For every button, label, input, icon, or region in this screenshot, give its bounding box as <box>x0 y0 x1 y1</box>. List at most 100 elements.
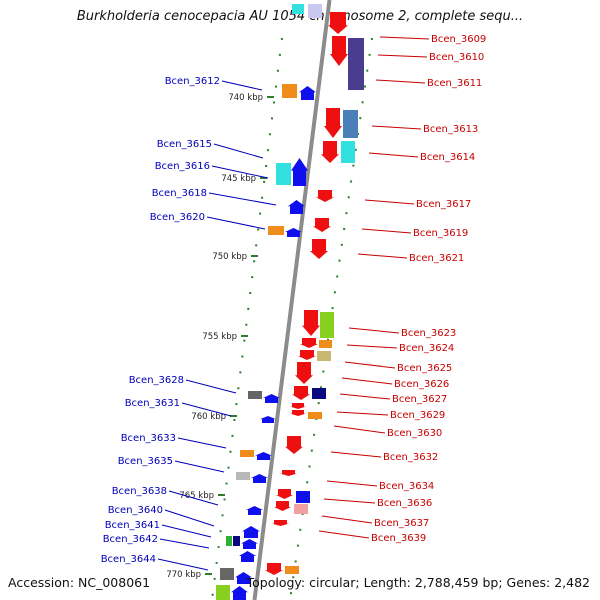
gene-arrow-reverse[interactable] <box>290 410 306 416</box>
leader-line <box>333 425 386 434</box>
gene-label-Bcen_3629[interactable]: Bcen_3629 <box>390 410 445 421</box>
gene-arrow-forward[interactable] <box>260 416 276 423</box>
gene-label-Bcen_3618[interactable]: Bcen_3618 <box>152 188 207 199</box>
gene-block[interactable] <box>220 568 234 580</box>
gene-label-Bcen_3639[interactable]: Bcen_3639 <box>371 533 426 544</box>
gene-block[interactable] <box>282 84 297 98</box>
gene-block[interactable] <box>276 163 291 185</box>
leader-line <box>330 451 382 458</box>
gene-label-Bcen_3636[interactable]: Bcen_3636 <box>377 498 432 509</box>
gene-label-Bcen_3640[interactable]: Bcen_3640 <box>108 505 163 516</box>
gene-arrow-reverse[interactable] <box>295 362 313 384</box>
gene-label-Bcen_3619[interactable]: Bcen_3619 <box>413 228 468 239</box>
gene-label-Bcen_3627[interactable]: Bcen_3627 <box>392 394 447 405</box>
gene-label-Bcen_3613[interactable]: Bcen_3613 <box>423 124 478 135</box>
gene-arrow-reverse[interactable] <box>313 218 331 232</box>
gene-block[interactable] <box>348 38 364 90</box>
gene-label-Bcen_3626[interactable]: Bcen_3626 <box>394 379 449 390</box>
gene-arrow-reverse[interactable] <box>324 108 342 138</box>
kbp-label: 750 kbp <box>212 252 247 262</box>
gene-arrow-reverse[interactable] <box>272 520 289 526</box>
gene-block[interactable] <box>240 450 254 457</box>
gene-arrow-reverse[interactable] <box>328 12 348 34</box>
leader-line <box>357 253 408 259</box>
gene-arrow-forward[interactable] <box>288 200 305 214</box>
gene-label-Bcen_3630[interactable]: Bcen_3630 <box>387 428 442 439</box>
gene-label-Bcen_3623[interactable]: Bcen_3623 <box>401 328 456 339</box>
gene-block[interactable] <box>343 110 358 138</box>
gene-arrow-forward[interactable] <box>251 474 268 483</box>
gene-label-Bcen_3638[interactable]: Bcen_3638 <box>112 486 167 497</box>
gene-arrow-reverse[interactable] <box>330 36 348 66</box>
gene-label-Bcen_3616[interactable]: Bcen_3616 <box>155 161 210 172</box>
gene-label-Bcen_3609[interactable]: Bcen_3609 <box>431 34 486 45</box>
gene-arrow-reverse[interactable] <box>265 563 283 575</box>
gene-block[interactable] <box>296 491 310 503</box>
gene-block[interactable] <box>319 340 332 348</box>
gene-block[interactable] <box>292 4 304 14</box>
gene-label-Bcen_3628[interactable]: Bcen_3628 <box>129 375 184 386</box>
gene-arrow-reverse[interactable] <box>280 470 297 476</box>
gene-arrow-forward[interactable] <box>255 452 272 460</box>
gene-block[interactable] <box>236 472 250 480</box>
gene-label-Bcen_3620[interactable]: Bcen_3620 <box>150 212 205 223</box>
gene-arrow-forward[interactable] <box>239 551 256 562</box>
gene-label-Bcen_3621[interactable]: Bcen_3621 <box>409 253 464 264</box>
gene-arrow-forward[interactable] <box>235 572 252 584</box>
gene-label-Bcen_3611[interactable]: Bcen_3611 <box>427 78 482 89</box>
gene-label-Bcen_3624[interactable]: Bcen_3624 <box>399 343 454 354</box>
gene-label-Bcen_3615[interactable]: Bcen_3615 <box>157 139 212 150</box>
gene-label-Bcen_3632[interactable]: Bcen_3632 <box>383 452 438 463</box>
gene-block[interactable] <box>320 312 334 338</box>
gene-arrow-reverse[interactable] <box>290 403 306 409</box>
gene-label-Bcen_3631[interactable]: Bcen_3631 <box>125 398 180 409</box>
gene-block[interactable] <box>226 536 232 546</box>
gene-label-Bcen_3634[interactable]: Bcen_3634 <box>379 481 434 492</box>
gene-arrow-forward[interactable] <box>246 506 263 515</box>
gene-block[interactable] <box>233 536 240 546</box>
leader-line <box>344 361 396 369</box>
gene-block[interactable] <box>248 391 262 399</box>
gene-block[interactable] <box>341 141 355 163</box>
gene-arrow-forward[interactable] <box>242 526 260 538</box>
gene-label-Bcen_3614[interactable]: Bcen_3614 <box>420 152 475 163</box>
gene-arrow-forward[interactable] <box>291 158 308 186</box>
gene-arrow-reverse[interactable] <box>292 386 310 400</box>
gene-label-Bcen_3635[interactable]: Bcen_3635 <box>118 456 173 467</box>
gene-block[interactable] <box>285 566 299 574</box>
gene-label-Bcen_3617[interactable]: Bcen_3617 <box>416 199 471 210</box>
gene-label-Bcen_3642[interactable]: Bcen_3642 <box>103 534 158 545</box>
gene-arrow-forward[interactable] <box>263 394 280 403</box>
gene-block[interactable] <box>308 4 322 18</box>
gene-block[interactable] <box>216 585 230 600</box>
gene-label-Bcen_3637[interactable]: Bcen_3637 <box>374 518 429 529</box>
gene-block[interactable] <box>268 226 284 235</box>
gene-arrow-reverse[interactable] <box>321 141 339 163</box>
gene-arrow-forward[interactable] <box>231 586 248 600</box>
gene-arrow-reverse[interactable] <box>285 436 303 454</box>
leader-line <box>336 411 389 416</box>
gene-block[interactable] <box>308 412 322 419</box>
gene-arrow-forward[interactable] <box>299 86 316 100</box>
gene-arrow-reverse[interactable] <box>274 501 291 511</box>
gene-block[interactable] <box>294 504 308 514</box>
gene-arrow-reverse[interactable] <box>316 190 334 202</box>
gene-arrow-reverse[interactable] <box>276 489 293 499</box>
gene-label-Bcen_3633[interactable]: Bcen_3633 <box>121 433 176 444</box>
leader-line <box>221 80 263 91</box>
gene-block[interactable] <box>317 351 331 361</box>
gene-label-Bcen_3625[interactable]: Bcen_3625 <box>397 363 452 374</box>
gene-label-Bcen_3612[interactable]: Bcen_3612 <box>165 76 220 87</box>
gene-arrow-reverse[interactable] <box>310 239 328 259</box>
leader-line <box>177 437 227 449</box>
gene-arrow-reverse[interactable] <box>302 310 320 336</box>
gene-label-Bcen_3641[interactable]: Bcen_3641 <box>105 520 160 531</box>
gene-arrow-reverse[interactable] <box>298 350 316 360</box>
gene-arrow-reverse[interactable] <box>300 338 318 348</box>
gene-label-Bcen_3610[interactable]: Bcen_3610 <box>429 52 484 63</box>
gene-arrow-forward[interactable] <box>241 539 258 549</box>
gene-label-Bcen_3644[interactable]: Bcen_3644 <box>101 554 156 565</box>
gene-block[interactable] <box>312 388 326 399</box>
gene-arrow-forward[interactable] <box>285 228 302 237</box>
